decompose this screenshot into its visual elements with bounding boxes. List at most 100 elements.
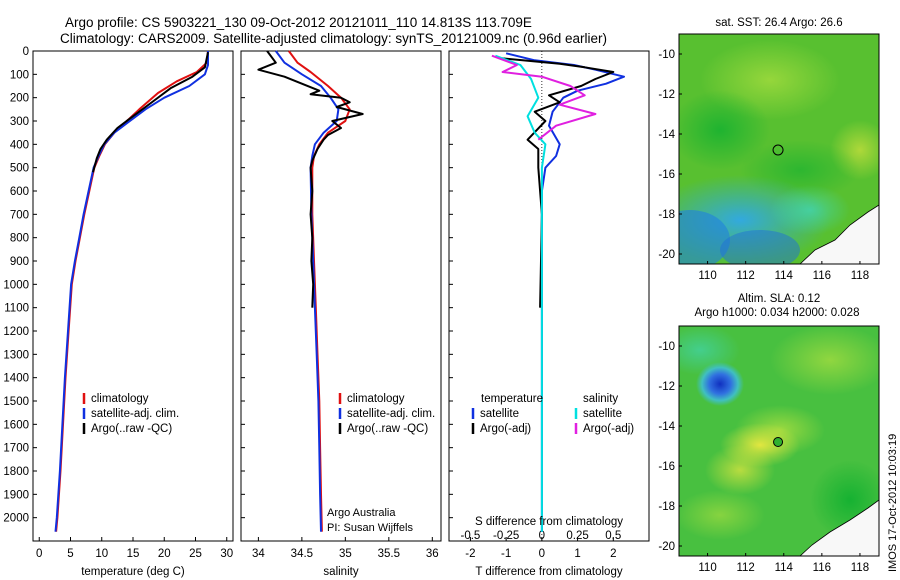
salinity-legend: climatology satellite-adj. clim. Argo(..ra… xyxy=(338,393,435,435)
depth-tick-label: 600 xyxy=(10,186,29,198)
sst-map-axes: 110 112 114 116 118 -10 -12 -14 -16 -18 -20 xyxy=(658,49,869,282)
legend-label: climatology xyxy=(91,393,149,405)
argo-position-marker-sst xyxy=(772,144,784,156)
depth-tick-label: 1900 xyxy=(3,489,29,501)
legend-label: Argo(..raw -QC) xyxy=(347,423,428,435)
sla-map-frame xyxy=(678,325,880,557)
legend-label: Argo(..raw -QC) xyxy=(91,423,172,435)
map-x-tick-label: 118 xyxy=(851,562,869,574)
salinity-panel: 34 34.5 35 35.5 36 salinity climatology satel… xyxy=(240,50,442,578)
title-line-2: Climatology: CARS2009. Satellite-adjuste… xyxy=(60,31,607,46)
map-x-tick-label: 116 xyxy=(813,562,831,574)
map-y-tick-label: -12 xyxy=(658,381,675,393)
temperature-xlabel: temperature (deg C) xyxy=(81,566,185,578)
argo-credit-line-2: PI: Susan Wijffels xyxy=(327,522,413,534)
series-line xyxy=(495,54,547,532)
depth-tick-label: 300 xyxy=(10,116,29,128)
map-y-tick-label: -18 xyxy=(658,209,675,221)
map-x-tick-label: 112 xyxy=(736,562,754,574)
x-tick-label: 10 xyxy=(95,548,108,560)
depth-tick-label: 1300 xyxy=(3,349,29,361)
depth-tick-label: 1500 xyxy=(3,396,29,408)
title-line-1: Argo profile: CS 5903221_130 09-Oct-2012… xyxy=(65,15,532,30)
argo-credit-line-1: Argo Australia xyxy=(327,507,396,519)
depth-tick-label: 400 xyxy=(10,139,29,151)
sla-map-title-1: Altim. SLA: 0.12 xyxy=(738,293,820,305)
map-x-tick-label: 118 xyxy=(851,270,869,282)
difference-panel: -2 -1 0 1 2 -0.5 -0.25 0 0.25 0.5 T difference fr… xyxy=(448,50,650,578)
legend-salinity-title: salinity xyxy=(583,393,618,405)
series-line xyxy=(498,57,615,308)
depth-tick-label: 1400 xyxy=(3,373,29,385)
x-tick-label: 15 xyxy=(127,548,140,560)
x-tick-label: 20 xyxy=(158,548,171,560)
depth-tick-label: 700 xyxy=(10,209,29,221)
series-line xyxy=(54,51,209,532)
sst-map-frame xyxy=(678,33,880,265)
legend-label: satellite xyxy=(583,408,622,420)
x-tick-label: 35.5 xyxy=(378,548,400,560)
legend-label: satellite xyxy=(480,408,519,420)
depth-tick-label: 1000 xyxy=(3,279,29,291)
temperature-legend: climatology satellite-adj. clim. Argo(..ra… xyxy=(82,393,179,435)
map-y-tick-label: -20 xyxy=(658,249,675,261)
sla-map-panel: Altim. SLA: 0.12 Argo h1000: 0.034 h2000… xyxy=(658,293,880,574)
salinity-xlabel: salinity xyxy=(323,566,358,578)
map-x-tick-label: 116 xyxy=(813,270,831,282)
series-line xyxy=(257,50,364,308)
x-tick-label: 2 xyxy=(610,548,616,560)
depth-tick-label: 900 xyxy=(10,256,29,268)
salinity-x-axis: 34 34.5 35 35.5 36 xyxy=(252,537,439,560)
depth-tick-label: 800 xyxy=(10,233,29,245)
imos-timestamp: IMOS 17-Oct-2012 10:03:19 xyxy=(887,434,899,572)
depth-tick-label: 1800 xyxy=(3,466,29,478)
depth-tick-label: 2000 xyxy=(3,513,29,525)
map-y-tick-label: -12 xyxy=(658,89,675,101)
x-tick-label: 34 xyxy=(252,548,265,560)
top-tick-label: 0.5 xyxy=(605,530,621,542)
depth-tick-label: 1700 xyxy=(3,443,29,455)
legend-label: Argo(-adj) xyxy=(480,423,531,435)
difference-top-label: S difference from climatology xyxy=(475,516,623,528)
map-x-tick-label: 110 xyxy=(698,562,716,574)
map-y-tick-label: -18 xyxy=(658,501,675,513)
map-y-tick-label: -14 xyxy=(658,129,675,141)
series-line xyxy=(55,50,209,532)
sla-field xyxy=(679,326,879,556)
depth-axis: 0 100 200 300 400 500 600 700 800 900 1000 1100 1200… xyxy=(3,46,453,525)
map-y-tick-label: -10 xyxy=(658,49,675,61)
x-tick-label: 35 xyxy=(339,548,352,560)
sst-map-title: sat. SST: 26.4 Argo: 26.6 xyxy=(715,17,842,29)
top-tick-label: 0.25 xyxy=(566,530,588,542)
x-tick-label: 36 xyxy=(426,548,439,560)
sla-map-axes: 110 112 114 116 118 -10 -12 -14 -16 -18 -20 xyxy=(658,341,869,574)
temperature-axes-frame xyxy=(32,50,234,542)
series-line xyxy=(274,50,340,532)
map-y-tick-label: -14 xyxy=(658,421,675,433)
legend-label: satellite-adj. clim. xyxy=(91,408,179,420)
depth-tick-label: 1600 xyxy=(3,419,29,431)
temperature-series xyxy=(54,50,209,532)
top-tick-label: 0 xyxy=(539,530,545,542)
x-tick-label: 0 xyxy=(539,548,545,560)
map-y-tick-label: -16 xyxy=(658,169,675,181)
top-tick-label: -0.5 xyxy=(461,530,481,542)
depth-tick-label: 500 xyxy=(10,163,29,175)
argo-position-marker-sla xyxy=(773,437,784,447)
legend-label: Argo(-adj) xyxy=(583,423,634,435)
sla-map-title-2: Argo h1000: 0.034 h2000: 0.028 xyxy=(695,307,860,319)
map-y-tick-label: -10 xyxy=(658,341,675,353)
map-x-tick-label: 114 xyxy=(775,270,794,282)
x-tick-label: 25 xyxy=(189,548,202,560)
map-x-tick-label: 110 xyxy=(698,270,716,282)
series-line xyxy=(491,54,597,141)
map-y-tick-label: -20 xyxy=(658,541,675,553)
x-tick-label: 0 xyxy=(36,548,42,560)
x-tick-label: 1 xyxy=(574,548,580,560)
depth-tick-label: 0 xyxy=(23,46,29,58)
salinity-axes-frame xyxy=(240,50,442,542)
sst-map-panel: sat. SST: 26.4 Argo: 26.6 110 112 114 116 11… xyxy=(658,17,880,282)
legend-temperature-title: temperature xyxy=(481,393,543,405)
map-x-tick-label: 112 xyxy=(736,270,754,282)
